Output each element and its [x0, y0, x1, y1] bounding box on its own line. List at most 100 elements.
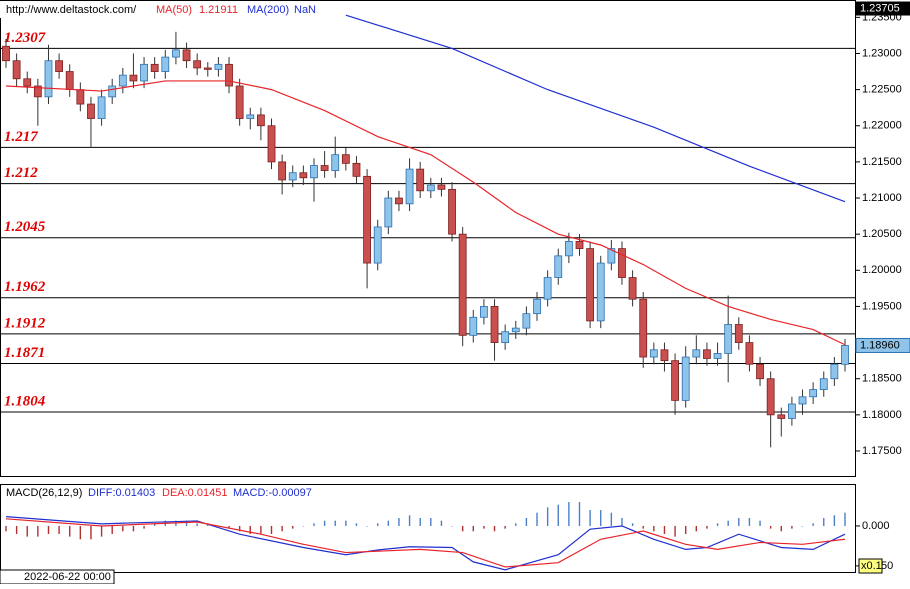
candle-body	[2, 45, 10, 62]
candle-body	[575, 240, 584, 250]
macd-bar	[472, 525, 474, 532]
y-tick-label: 1.23000	[862, 47, 902, 59]
candle-body	[713, 353, 722, 359]
macd-bar	[58, 525, 60, 534]
candle-body	[225, 63, 233, 87]
candle-body	[87, 103, 95, 119]
y-tick-label: 1.20000	[862, 264, 902, 276]
macd-bar	[228, 525, 230, 529]
macd-bar	[451, 525, 453, 527]
candle-body	[511, 327, 520, 333]
y-tick-label: 1.22000	[862, 120, 902, 132]
candle-body	[12, 60, 21, 80]
candle-body	[363, 175, 371, 264]
candle-body	[267, 125, 276, 163]
macd-bar	[260, 525, 262, 534]
level-label: 1.1871	[4, 345, 45, 361]
candle-body	[108, 85, 117, 98]
candle-body	[384, 197, 393, 228]
macd-bar	[345, 520, 347, 526]
candle-body	[352, 162, 361, 177]
macd-bar	[738, 517, 740, 526]
macd-bar	[249, 525, 251, 534]
candle-body	[469, 316, 478, 336]
macd-bar	[5, 525, 7, 532]
macd-bar	[302, 525, 305, 527]
macd-bar	[366, 525, 368, 527]
macd-bar	[642, 525, 644, 529]
candle-body	[766, 378, 775, 416]
macd-bar	[270, 525, 273, 534]
scale-box	[858, 558, 883, 574]
macd-bar	[525, 517, 528, 526]
macd-bar	[313, 523, 315, 526]
candle-body	[618, 248, 626, 278]
candle-body	[246, 114, 255, 119]
candle-body	[140, 63, 148, 82]
macd-bar	[812, 523, 814, 526]
axis-max-box	[856, 1, 910, 16]
marks: 1.235001.230001.225001.220001.215001.210…	[1, 1, 910, 574]
candle-body	[416, 168, 425, 192]
macd-bar	[589, 510, 591, 526]
macd-bar	[568, 502, 570, 526]
candle-body	[118, 74, 127, 87]
macd-bar	[355, 523, 358, 526]
macd-dea: DEA:0.01451	[162, 487, 227, 499]
candle-body	[448, 188, 456, 235]
line-series	[345, 14, 846, 203]
candle-body	[809, 389, 818, 398]
macd-bar	[483, 525, 485, 529]
candle-body	[649, 349, 658, 358]
macd-bar	[377, 523, 379, 526]
candle-body	[193, 60, 202, 69]
macd-bar	[791, 525, 793, 529]
candle-body	[182, 49, 191, 62]
candle-body	[320, 165, 329, 171]
legend-ma200: MA(200)	[247, 4, 289, 16]
y-tick-label: 1.20500	[862, 228, 902, 240]
candle-body	[554, 255, 563, 278]
macd-bar	[281, 525, 283, 532]
macd-bar	[196, 523, 198, 526]
macd-bar	[674, 525, 676, 537]
candle-body	[501, 331, 510, 343]
candle-body	[203, 67, 212, 70]
macd-bar	[111, 525, 113, 534]
url-bg	[0, 1, 145, 18]
candle-body	[214, 63, 223, 70]
macd-bar	[578, 502, 581, 526]
macd-panel	[0, 484, 856, 573]
candle-body	[172, 49, 180, 58]
line-series	[5, 516, 846, 571]
macd-bar	[90, 525, 92, 540]
legend-ma200-value: NaN	[294, 4, 316, 16]
candle-body	[533, 298, 541, 315]
y-tick-label: 1.18500	[862, 373, 902, 385]
candle-body	[395, 197, 403, 205]
macd-bar	[153, 523, 156, 526]
level-label: 1.2307	[4, 30, 46, 46]
candle-body	[288, 172, 297, 181]
candle-body	[405, 168, 414, 205]
candle-body	[97, 96, 106, 119]
candle-body	[256, 114, 265, 127]
level-label: 1.1804	[4, 393, 46, 409]
candle-body	[745, 342, 754, 365]
macd-bar	[37, 525, 39, 537]
candle-body	[724, 324, 733, 354]
candle-body	[129, 74, 138, 82]
macd-bar	[600, 510, 602, 526]
macd-title: MACD(26,12,9)	[6, 487, 82, 499]
macd-bar	[69, 525, 71, 537]
macd-bar	[621, 517, 623, 526]
macd-bar	[387, 520, 390, 526]
candle-body	[331, 154, 340, 171]
line-series	[5, 518, 846, 568]
candle-body	[660, 349, 669, 362]
candle-body	[681, 356, 690, 401]
candle-body	[278, 161, 287, 181]
candle-body	[819, 378, 828, 390]
macd-bar	[748, 517, 751, 526]
macd-bar	[238, 525, 241, 532]
